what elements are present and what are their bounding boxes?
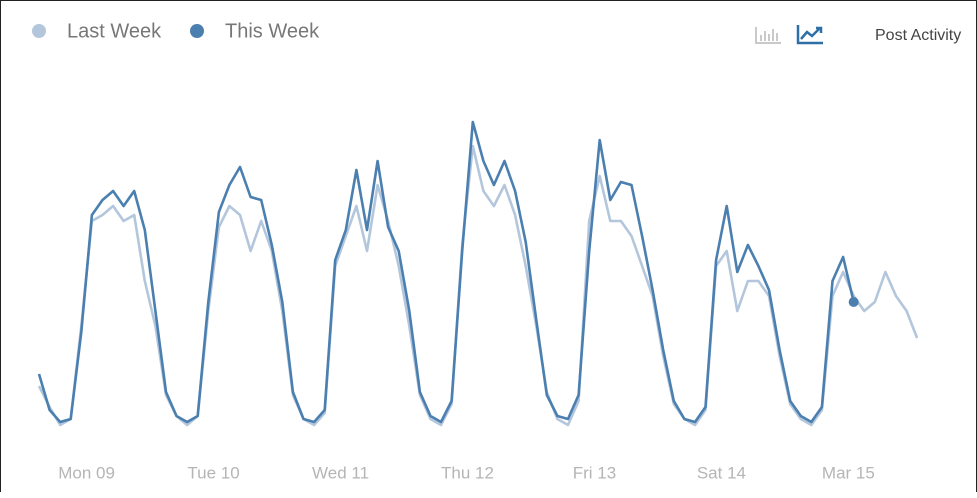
- bar-view-icon[interactable]: [755, 27, 781, 44]
- x-tick-label: Wed 11: [312, 463, 369, 482]
- x-tick-label: Mon 09: [58, 463, 115, 482]
- x-tick-label: Fri 13: [573, 463, 616, 482]
- legend-label: Last Week: [67, 20, 162, 42]
- legend-label: This Week: [225, 20, 320, 42]
- x-tick-label: Sat 14: [697, 463, 746, 482]
- line-view-icon[interactable]: [796, 25, 823, 45]
- chart-title: Post Activity: [875, 27, 961, 44]
- legend: Last Week This Week: [32, 20, 320, 42]
- x-tick-label: Mar 15: [822, 463, 875, 482]
- legend-marker: [32, 24, 46, 38]
- x-tick-label: Thu 12: [441, 463, 494, 482]
- x-tick-label: Tue 10: [187, 463, 239, 482]
- series-line: [37, 120, 855, 424]
- end-point: [848, 297, 859, 307]
- legend-marker: [190, 24, 204, 38]
